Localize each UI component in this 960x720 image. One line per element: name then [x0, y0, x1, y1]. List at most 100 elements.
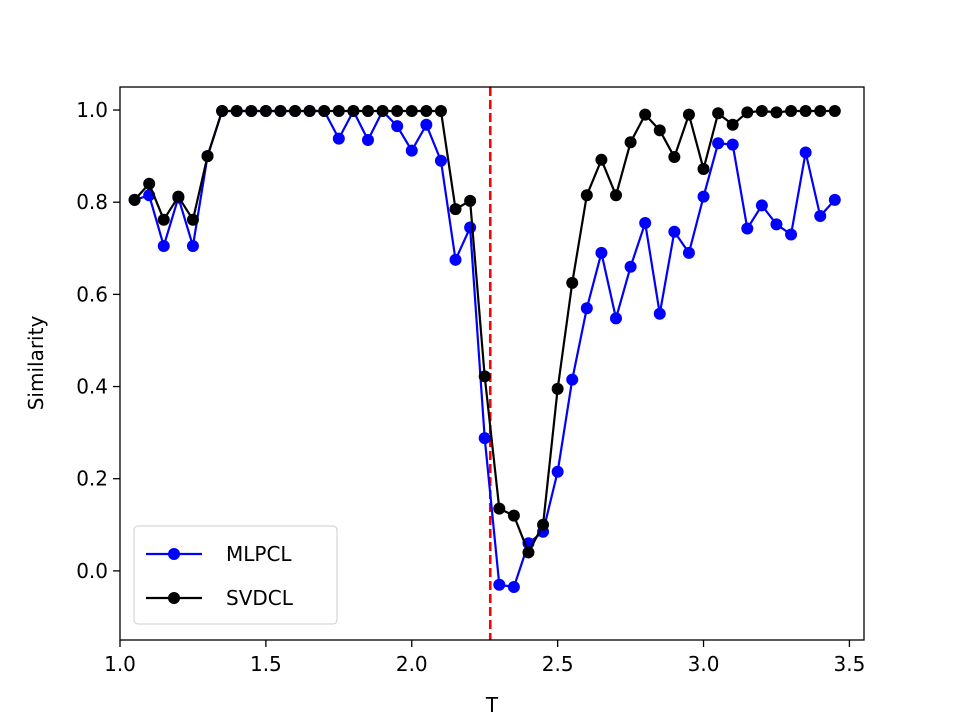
- x-tick-label: 1.5: [250, 652, 282, 676]
- y-tick-label: 0.4: [76, 375, 108, 399]
- data-point-mlpcl: [814, 210, 827, 223]
- data-point-svdcl: [289, 104, 302, 117]
- data-point-mlpcl: [449, 253, 462, 266]
- data-point-mlpcl: [478, 432, 491, 445]
- data-point-mlpcl: [493, 578, 506, 591]
- data-point-svdcl: [624, 136, 637, 149]
- y-tick-label: 0.6: [76, 282, 108, 306]
- data-point-svdcl: [712, 107, 725, 120]
- data-point-svdcl: [303, 104, 316, 117]
- data-point-mlpcl: [741, 222, 754, 235]
- data-point-mlpcl: [712, 137, 725, 150]
- data-point-svdcl: [814, 104, 827, 117]
- data-point-mlpcl: [464, 221, 477, 234]
- series-layer: [128, 104, 841, 594]
- legend-box: [133, 525, 338, 625]
- data-point-svdcl: [726, 118, 739, 131]
- x-axis-label: T: [485, 693, 499, 717]
- data-point-mlpcl: [405, 144, 418, 157]
- data-point-svdcl: [216, 104, 229, 117]
- data-point-mlpcl: [391, 120, 404, 133]
- data-point-mlpcl: [726, 138, 739, 151]
- data-point-svdcl: [828, 104, 841, 117]
- data-point-svdcl: [478, 370, 491, 383]
- data-point-mlpcl: [668, 225, 681, 238]
- data-point-mlpcl: [186, 239, 199, 252]
- data-point-mlpcl: [332, 132, 345, 145]
- data-point-svdcl: [697, 163, 710, 176]
- data-point-mlpcl: [799, 146, 812, 159]
- data-point-svdcl: [595, 153, 608, 166]
- data-point-svdcl: [172, 190, 185, 203]
- data-point-mlpcl: [362, 133, 374, 146]
- data-point-svdcl: [420, 104, 433, 117]
- data-point-svdcl: [770, 106, 783, 119]
- data-point-svdcl: [362, 104, 374, 117]
- data-point-svdcl: [668, 151, 681, 164]
- y-tick-label: 0.8: [76, 190, 108, 214]
- x-axis: 1.0 1.5 2.0 2.5 3.0 3.5: [104, 640, 865, 676]
- data-point-svdcl: [799, 104, 812, 117]
- data-point-svdcl: [464, 194, 477, 207]
- legend-label-svdcl: SVDCL: [226, 586, 294, 610]
- legend-label-mlpcl: MLPCL: [226, 542, 292, 566]
- y-axis-label: Similarity: [24, 316, 48, 411]
- data-point-svdcl: [230, 104, 243, 117]
- data-point-svdcl: [493, 502, 506, 515]
- data-point-svdcl: [347, 104, 360, 117]
- data-point-svdcl: [376, 104, 389, 117]
- data-point-mlpcl: [507, 581, 520, 594]
- data-point-svdcl: [318, 104, 331, 117]
- data-point-svdcl: [405, 104, 418, 117]
- data-point-mlpcl: [770, 218, 783, 231]
- data-point-svdcl: [522, 546, 535, 559]
- data-point-svdcl: [201, 150, 214, 163]
- x-tick-label: 1.0: [104, 652, 136, 676]
- data-point-svdcl: [580, 189, 593, 202]
- data-point-svdcl: [785, 104, 798, 117]
- data-point-svdcl: [566, 276, 579, 289]
- data-point-svdcl: [391, 104, 404, 117]
- series-svdcl: [128, 104, 841, 559]
- data-point-svdcl: [128, 193, 141, 206]
- data-point-mlpcl: [639, 216, 652, 229]
- data-point-svdcl: [551, 382, 564, 395]
- data-point-mlpcl: [580, 302, 593, 315]
- data-point-svdcl: [245, 104, 258, 117]
- data-point-mlpcl: [420, 118, 433, 131]
- data-point-svdcl: [653, 124, 666, 137]
- data-point-svdcl: [449, 203, 462, 216]
- plot-frame: [119, 86, 865, 641]
- data-point-svdcl: [186, 213, 199, 226]
- x-tick-label: 3.5: [834, 652, 866, 676]
- data-point-svdcl: [741, 106, 754, 119]
- legend-marker-svdcl: [168, 592, 180, 604]
- data-point-mlpcl: [566, 373, 579, 386]
- y-tick-label: 1.0: [76, 98, 108, 122]
- data-point-svdcl: [507, 509, 520, 522]
- data-point-svdcl: [274, 104, 287, 117]
- data-point-svdcl: [639, 108, 652, 121]
- data-point-svdcl: [434, 104, 447, 117]
- data-point-svdcl: [610, 189, 622, 202]
- data-point-svdcl: [157, 213, 170, 226]
- data-point-svdcl: [755, 104, 768, 117]
- data-point-svdcl: [537, 518, 550, 531]
- data-point-mlpcl: [610, 312, 622, 325]
- x-tick-label: 2.5: [542, 652, 574, 676]
- data-point-mlpcl: [595, 246, 608, 259]
- y-axis: 0.0 0.2 0.4 0.6 0.8 1.0: [76, 98, 120, 583]
- data-point-svdcl: [332, 104, 345, 117]
- data-point-mlpcl: [157, 239, 170, 252]
- legend-marker-mlpcl: [168, 548, 180, 560]
- data-point-mlpcl: [828, 193, 841, 206]
- y-tick-label: 0.0: [76, 559, 108, 583]
- x-tick-label: 3.0: [688, 652, 720, 676]
- data-point-mlpcl: [785, 228, 798, 241]
- data-point-mlpcl: [434, 154, 447, 167]
- data-point-mlpcl: [551, 465, 564, 478]
- data-point-mlpcl: [755, 199, 768, 212]
- data-point-mlpcl: [682, 246, 695, 259]
- data-point-mlpcl: [624, 260, 637, 273]
